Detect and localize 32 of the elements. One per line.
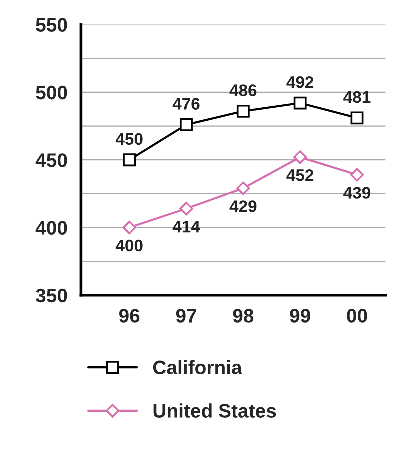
data-label: 450 bbox=[116, 133, 143, 146]
y-tick-label: 550 bbox=[36, 18, 68, 32]
point bbox=[294, 96, 307, 110]
y-tick-label: 400 bbox=[36, 221, 68, 235]
y-tick-label: 350 bbox=[36, 288, 68, 303]
data-label: 476 bbox=[172, 98, 200, 110]
data-label: 492 bbox=[286, 76, 314, 88]
point bbox=[122, 220, 136, 235]
point bbox=[180, 118, 193, 132]
data-label: 486 bbox=[230, 84, 257, 96]
x-tick-label: 97 bbox=[176, 309, 196, 323]
point bbox=[350, 168, 364, 182]
data-label: 481 bbox=[344, 91, 371, 104]
data-label: 414 bbox=[172, 221, 200, 233]
point bbox=[123, 154, 136, 167]
legend-label: California bbox=[153, 360, 242, 375]
point bbox=[236, 104, 250, 118]
data-label: 439 bbox=[344, 187, 371, 199]
x-tick-label: 96 bbox=[119, 309, 140, 323]
x-tick-label: 00 bbox=[347, 309, 368, 323]
y-tick-label: 450 bbox=[36, 154, 68, 168]
point bbox=[236, 182, 250, 196]
point bbox=[350, 112, 364, 125]
x-tick-label: 99 bbox=[290, 309, 310, 323]
data-label: 429 bbox=[230, 200, 257, 212]
legend-label: United States bbox=[154, 404, 276, 418]
point bbox=[294, 150, 308, 164]
point bbox=[180, 202, 194, 216]
data-label: 400 bbox=[116, 240, 143, 252]
x-tick-label: 98 bbox=[233, 309, 254, 323]
y-tick-label: 500 bbox=[36, 86, 68, 100]
data-label: 452 bbox=[286, 170, 314, 182]
